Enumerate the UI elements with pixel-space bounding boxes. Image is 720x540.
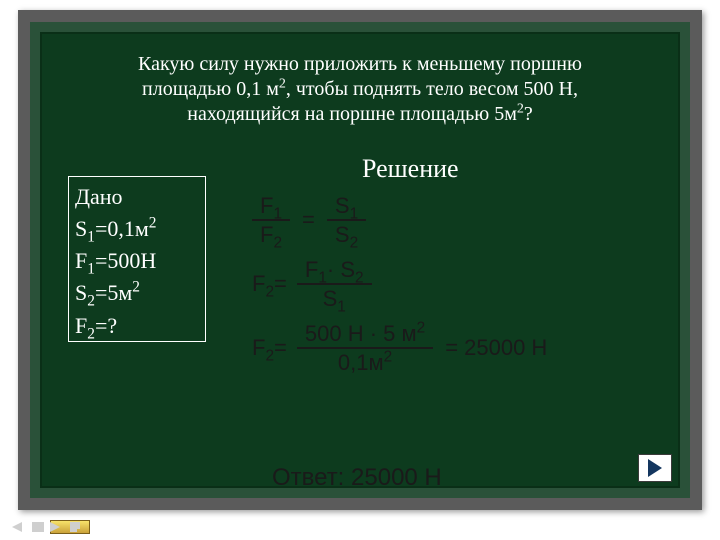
q-line2b: , чтобы поднять тело весом 500 Н, xyxy=(286,78,578,100)
equation-1: F1 F2 = S1 S2 xyxy=(252,194,672,246)
sup2: 2 xyxy=(517,101,524,116)
dano-s2: S2=5м2 xyxy=(75,277,199,309)
playback-controls xyxy=(12,522,80,532)
q-line1: Какую силу нужно приложить к меньшему по… xyxy=(138,53,582,75)
dano-s1: S1=0,1м2 xyxy=(75,213,199,245)
sup2: 2 xyxy=(279,76,286,91)
q-line3a: находящийся на поршне площадью 5м xyxy=(187,103,517,125)
dano-f2: F2=? xyxy=(75,309,199,342)
slideshow-toolbar xyxy=(0,514,720,540)
dano-f1: F1=500Н xyxy=(75,245,199,277)
next-slide-button[interactable] xyxy=(50,522,60,532)
dano-heading: Дано xyxy=(75,181,199,213)
q-line3b: ? xyxy=(524,103,533,125)
prev-slide-button[interactable] xyxy=(12,522,22,532)
eq3-result: = 25000 Н xyxy=(445,335,547,361)
equation-2: F2= F1· S2 S1 xyxy=(252,258,672,310)
solution-area: F1 F2 = S1 S2 F2= F1· S2 xyxy=(252,194,672,387)
next-button[interactable] xyxy=(638,454,672,482)
equation-3: F2= 500 Н · 5 м2 0,1м2 = 25000 Н xyxy=(252,322,672,374)
question-text: Какую силу нужно приложить к меньшему по… xyxy=(42,52,678,127)
chalkboard: Какую силу нужно приложить к меньшему по… xyxy=(40,32,680,488)
menu-button[interactable] xyxy=(70,522,80,532)
given-box: Дано S1=0,1м2 F1=500Н S2=5м2 F2=? xyxy=(68,176,206,342)
answer-text: Ответ: 25000 Н xyxy=(272,464,442,492)
pause-button[interactable] xyxy=(32,522,40,532)
solution-title: Решение xyxy=(362,154,459,184)
eq1-left-frac: F1 F2 xyxy=(252,194,290,246)
equals-sign: = xyxy=(302,207,315,233)
slide-frame: Какую силу нужно приложить к меньшему по… xyxy=(18,10,702,510)
eq3-frac: 500 Н · 5 м2 0,1м2 xyxy=(297,322,433,374)
eq2-frac: F1· S2 S1 xyxy=(297,258,372,310)
eq1-right-frac: S1 S2 xyxy=(327,194,366,246)
q-line2a: площадью 0,1 м xyxy=(142,78,279,100)
next-icon xyxy=(648,459,662,477)
